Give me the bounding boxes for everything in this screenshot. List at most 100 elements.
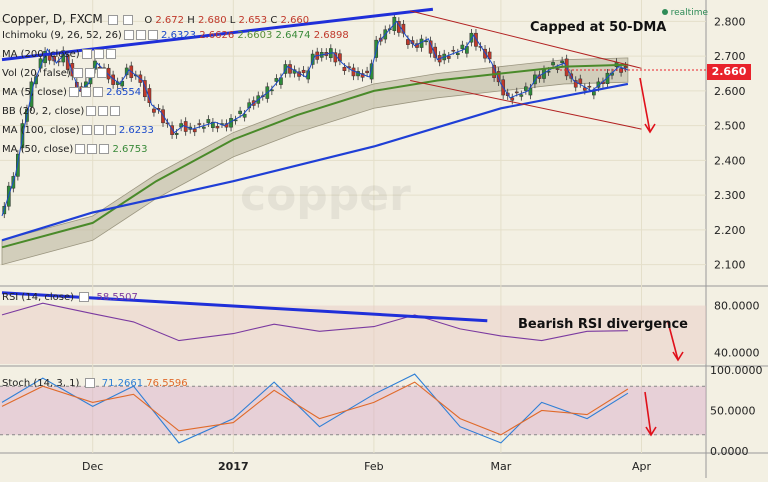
y-tick-label: 2.100 bbox=[714, 259, 746, 272]
legend-control-icon[interactable] bbox=[93, 49, 104, 59]
ohlc-o-label: O bbox=[144, 15, 153, 26]
candle-body bbox=[510, 97, 515, 101]
legend-control-icon[interactable] bbox=[96, 68, 107, 78]
legend-control-icon[interactable] bbox=[81, 49, 92, 59]
candle-body bbox=[161, 109, 165, 124]
y-tick-label: 2.800 bbox=[714, 15, 746, 28]
legend-row: Vol (20, false) bbox=[2, 68, 107, 79]
stoch-legend-label: Stoch (14, 3, 1) bbox=[2, 378, 80, 389]
symbol-title: Copper, D, FXCM bbox=[2, 12, 103, 26]
candle-body bbox=[206, 119, 211, 124]
rsi-tick-label: 80.0000 bbox=[714, 300, 760, 313]
candle-body bbox=[560, 60, 564, 63]
stoch-tick-label: 50.0000 bbox=[710, 405, 756, 418]
legend-control-icon[interactable] bbox=[75, 144, 86, 154]
legend-control-icon[interactable] bbox=[99, 144, 110, 154]
legend-control-icon[interactable] bbox=[86, 106, 97, 116]
stoch-settings-icon[interactable] bbox=[84, 378, 95, 388]
candle-body bbox=[283, 64, 288, 74]
candle-body bbox=[365, 70, 369, 74]
legend-row: MA (5, close) 2.6554 bbox=[2, 87, 141, 98]
legend-label: MA (50, close) bbox=[2, 144, 74, 155]
stoch-k-value: 71.2661 bbox=[101, 378, 144, 389]
legend-row: Ichimoku (9, 26, 52, 26) 2.6323 2.6626 2… bbox=[2, 30, 349, 41]
legend-value: 2.6233 bbox=[115, 125, 154, 136]
legend-control-icon[interactable] bbox=[105, 125, 116, 135]
legend-label: MA (200, close) bbox=[2, 49, 80, 60]
rsi-settings-icon[interactable] bbox=[79, 292, 90, 302]
candle-body bbox=[573, 80, 578, 88]
legend-control-icon[interactable] bbox=[135, 30, 146, 40]
candle-body bbox=[61, 50, 66, 63]
candle-body bbox=[619, 68, 623, 73]
legend-control-icon[interactable] bbox=[123, 30, 134, 40]
settings-icon[interactable] bbox=[107, 15, 118, 25]
legend-value: 2.6323 bbox=[157, 30, 197, 41]
eye-icon[interactable] bbox=[123, 15, 134, 25]
legend-label: MA (5, close) bbox=[2, 87, 67, 98]
realtime-dot bbox=[661, 9, 668, 15]
down-arrow-shaft bbox=[644, 391, 652, 436]
candle-body bbox=[274, 78, 279, 82]
candle-body bbox=[16, 153, 20, 177]
candle-body bbox=[152, 108, 156, 113]
legend-label: MA (100, close) bbox=[2, 125, 80, 136]
candle-body bbox=[174, 133, 179, 135]
x-tick-label: Dec bbox=[82, 460, 103, 473]
legend-control-icon[interactable] bbox=[84, 68, 95, 78]
stoch-tick-label: 100.0000 bbox=[710, 364, 763, 377]
legend-control-icon[interactable] bbox=[80, 87, 91, 97]
legend-control-icon[interactable] bbox=[105, 49, 116, 59]
legend-control-icon[interactable] bbox=[92, 87, 103, 97]
legend-value: 2.6554 bbox=[102, 87, 142, 98]
down-arrow-head bbox=[672, 351, 684, 362]
price-panel bbox=[0, 0, 706, 285]
stoch-tick-label: 0.0000 bbox=[710, 445, 749, 458]
legend-control-icon[interactable] bbox=[87, 144, 98, 154]
rsi-tick-label: 40.0000 bbox=[714, 346, 760, 359]
axis-ticks: 2.800 2.700 2.600 2.500 2.400 2.300 2.200 2.100… bbox=[82, 15, 762, 473]
current-price-box: 2.660 bbox=[707, 64, 751, 80]
y-tick-label: 2.400 bbox=[714, 154, 746, 167]
candle-body bbox=[238, 110, 242, 114]
legend-control-icon[interactable] bbox=[98, 106, 109, 116]
down-arrow-shaft bbox=[639, 77, 651, 133]
legend-control-icon[interactable] bbox=[72, 68, 83, 78]
legend-label: BB (20, 2, close) bbox=[2, 106, 85, 117]
y-tick-label: 2.200 bbox=[714, 224, 746, 237]
candle-body bbox=[551, 62, 555, 66]
candle-body bbox=[369, 63, 374, 80]
legend-value: 2.6898 bbox=[310, 30, 349, 41]
legend-control-icon[interactable] bbox=[81, 125, 92, 135]
candle-body bbox=[483, 48, 487, 59]
rsi-line bbox=[1, 302, 628, 342]
stoch-d-value: 76.5596 bbox=[146, 378, 188, 389]
annotation-arrows bbox=[639, 77, 684, 437]
ohlc-h-label: H bbox=[187, 15, 195, 26]
symbol-row: Copper, D, FXCM O 2.672 H 2.680 L 2.653 … bbox=[2, 12, 309, 26]
legend-control-icon[interactable] bbox=[68, 87, 79, 97]
realtime-badge: realtime bbox=[661, 8, 708, 18]
x-tick-label: Apr bbox=[632, 460, 652, 473]
candle-body bbox=[342, 66, 347, 71]
rsi-legend-label: RSI (14, close) bbox=[2, 292, 75, 303]
candle-body bbox=[460, 44, 465, 50]
rsi-divergence-annotation: Bearish RSI divergence bbox=[518, 317, 688, 332]
candle-body bbox=[143, 80, 147, 98]
legend-row: BB (20, 2, close) bbox=[2, 106, 121, 117]
legend-value: 2.6474 bbox=[272, 30, 311, 41]
top-trendline bbox=[1, 7, 434, 62]
legend-control-icon[interactable] bbox=[110, 106, 121, 116]
stoch-legend: Stoch (14, 3, 1) 71.2661 76.5596 bbox=[2, 378, 188, 389]
y-tick-label: 2.300 bbox=[714, 189, 746, 202]
candle-body bbox=[533, 74, 537, 85]
ohlc-c-label: C bbox=[270, 15, 278, 26]
candle-body bbox=[578, 78, 583, 84]
candle-body bbox=[211, 121, 215, 128]
legend-control-icon[interactable] bbox=[93, 125, 104, 135]
rsi-band bbox=[0, 305, 706, 364]
legend-control-icon[interactable] bbox=[147, 30, 158, 40]
y-tick-label: 2.600 bbox=[714, 85, 746, 98]
